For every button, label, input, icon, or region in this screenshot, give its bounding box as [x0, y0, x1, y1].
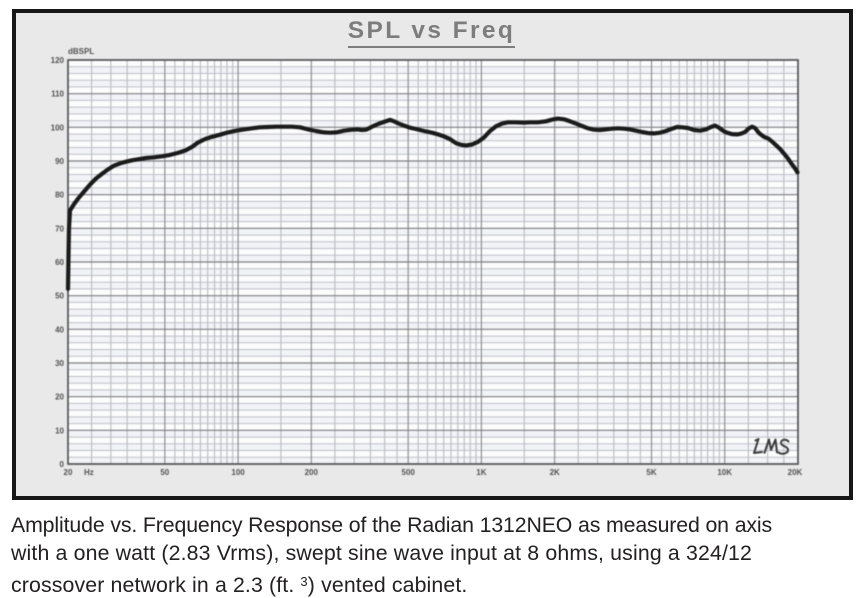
svg-text:50: 50 — [55, 292, 64, 301]
svg-text:1K: 1K — [476, 468, 486, 477]
svg-text:20: 20 — [55, 393, 64, 402]
svg-text:100: 100 — [231, 468, 245, 477]
svg-text:40: 40 — [55, 325, 64, 334]
svg-text:50: 50 — [160, 468, 169, 477]
svg-text:500: 500 — [402, 468, 416, 477]
svg-text:110: 110 — [51, 90, 64, 99]
svg-text:5K: 5K — [646, 468, 656, 477]
svg-text:20: 20 — [64, 468, 73, 477]
svg-text:Hz: Hz — [84, 468, 94, 477]
svg-text:dBSPL: dBSPL — [68, 47, 94, 56]
svg-text:120: 120 — [51, 56, 65, 65]
svg-text:80: 80 — [55, 191, 64, 200]
svg-text:200: 200 — [305, 468, 319, 477]
svg-text:30: 30 — [55, 359, 64, 368]
svg-text:90: 90 — [55, 157, 64, 166]
svg-text:60: 60 — [55, 258, 64, 267]
svg-text:0: 0 — [60, 460, 65, 469]
svg-text:20K: 20K — [788, 468, 803, 477]
svg-text:2K: 2K — [550, 468, 560, 477]
svg-text:10K: 10K — [717, 468, 732, 477]
svg-text:70: 70 — [55, 224, 64, 233]
svg-text:10: 10 — [55, 426, 64, 435]
svg-text:100: 100 — [51, 123, 65, 132]
